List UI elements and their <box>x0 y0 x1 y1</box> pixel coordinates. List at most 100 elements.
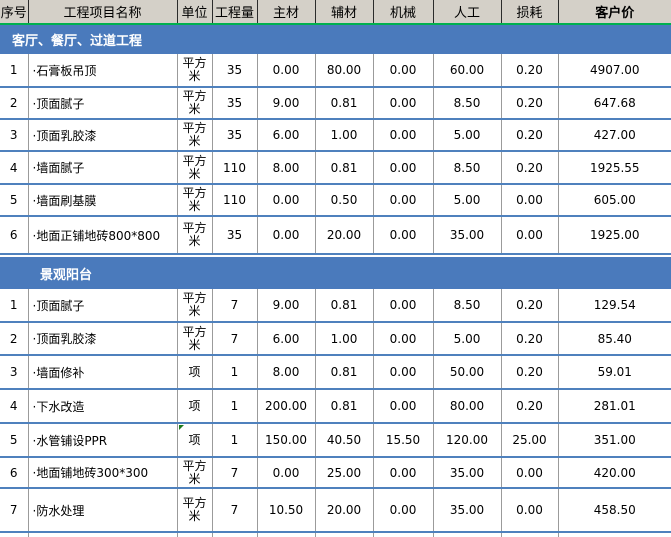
cell-name[interactable]: ·地面铺地砖300*300 <box>27 457 177 489</box>
cell-aux[interactable] <box>314 532 373 537</box>
cell-price[interactable]: 605.00 <box>557 184 671 217</box>
cell-labor[interactable]: 8.50 <box>432 289 501 323</box>
cell-main[interactable]: 0.00 <box>256 457 315 489</box>
column-header-mach[interactable]: 机械 <box>372 0 433 25</box>
cell-qty[interactable]: 7 <box>211 289 257 323</box>
cell-loss[interactable]: 0.20 <box>500 119 558 152</box>
cell-aux[interactable]: 20.00 <box>314 216 373 255</box>
cell-no[interactable]: 3 <box>0 355 28 390</box>
cell-mach[interactable]: 0.00 <box>372 322 433 356</box>
cell-price[interactable]: 427.00 <box>557 119 671 152</box>
cell-aux[interactable]: 0.50 <box>314 184 373 217</box>
cell-price[interactable]: 1925.55 <box>557 151 671 185</box>
cell-loss[interactable]: 0.00 <box>500 216 558 255</box>
cell-price[interactable]: 351.00 <box>557 423 671 458</box>
cell-qty[interactable]: 35 <box>211 216 257 255</box>
cell-no[interactable]: 6 <box>0 216 28 255</box>
cell-price[interactable]: 4907.00 <box>557 54 671 88</box>
cell-labor[interactable] <box>432 532 501 537</box>
cell-labor[interactable]: 35.00 <box>432 488 501 533</box>
cell-price[interactable]: 59.01 <box>557 355 671 390</box>
cell-name[interactable] <box>27 532 177 537</box>
cell-labor[interactable]: 60.00 <box>432 54 501 88</box>
cell-unit[interactable]: 平方米 <box>176 289 212 323</box>
column-header-no[interactable]: 序号 <box>0 0 28 25</box>
cell-mach[interactable]: 0.00 <box>372 119 433 152</box>
cell-price[interactable]: 85.40 <box>557 322 671 356</box>
cell-loss[interactable]: 0.20 <box>500 87 558 120</box>
cell-mach[interactable]: 0.00 <box>372 184 433 217</box>
cell-main[interactable]: 150.00 <box>256 423 315 458</box>
cell-main[interactable]: 9.00 <box>256 87 315 120</box>
cell-price[interactable]: 281.01 <box>557 389 671 424</box>
column-header-main[interactable]: 主材 <box>256 0 315 25</box>
cell-qty[interactable]: 35 <box>211 87 257 120</box>
cell-qty[interactable]: 35 <box>211 119 257 152</box>
cell-unit[interactable] <box>176 532 212 537</box>
cell-mach[interactable]: 0.00 <box>372 54 433 88</box>
cell-loss[interactable]: 0.00 <box>500 457 558 489</box>
cell-main[interactable]: 200.00 <box>256 389 315 424</box>
cell-no[interactable]: 1 <box>0 54 28 88</box>
cell-main[interactable]: 10.50 <box>256 488 315 533</box>
cell-aux[interactable]: 1.00 <box>314 322 373 356</box>
cell-labor[interactable]: 8.50 <box>432 151 501 185</box>
cell-loss[interactable] <box>500 532 558 537</box>
cell-qty[interactable]: 1 <box>211 423 257 458</box>
cell-main[interactable]: 8.00 <box>256 355 315 390</box>
cell-unit[interactable]: 平方米 <box>176 151 212 185</box>
cell-mach[interactable]: 0.00 <box>372 216 433 255</box>
column-header-name[interactable]: 工程项目名称 <box>27 0 177 25</box>
cell-price[interactable]: 647.68 <box>557 87 671 120</box>
cell-qty[interactable]: 7 <box>211 457 257 489</box>
cell-name[interactable]: ·水管铺设PPR <box>27 423 177 458</box>
cell-no[interactable]: 2 <box>0 322 28 356</box>
cell-labor[interactable]: 5.00 <box>432 119 501 152</box>
cell-mach[interactable]: 0.00 <box>372 457 433 489</box>
cell-no[interactable]: 4 <box>0 389 28 424</box>
cell-aux[interactable]: 80.00 <box>314 54 373 88</box>
cell-no[interactable]: 1 <box>0 289 28 323</box>
cell-loss[interactable]: 0.00 <box>500 184 558 217</box>
cell-unit[interactable]: 平方米 <box>176 54 212 88</box>
cell-loss[interactable]: 0.20 <box>500 151 558 185</box>
cell-labor[interactable]: 50.00 <box>432 355 501 390</box>
cell-unit[interactable]: 项 <box>176 355 212 390</box>
cell-mach[interactable]: 0.00 <box>372 389 433 424</box>
cell-name[interactable]: ·地面正铺地砖800*800 <box>27 216 177 255</box>
cell-main[interactable]: 8.00 <box>256 151 315 185</box>
column-header-price[interactable]: 客户价 <box>557 0 671 25</box>
cell-no[interactable]: 7 <box>0 488 28 533</box>
cell-labor[interactable]: 5.00 <box>432 184 501 217</box>
cell-unit[interactable]: 项 <box>176 389 212 424</box>
cell-name[interactable]: ·顶面乳胶漆 <box>27 119 177 152</box>
cell-loss[interactable]: 25.00 <box>500 423 558 458</box>
cell-unit[interactable]: 平方米 <box>176 87 212 120</box>
section-title[interactable]: 客厅、餐厅、过道工程 <box>0 24 671 54</box>
cell-no[interactable]: 6 <box>0 457 28 489</box>
cell-unit[interactable]: 平方米 <box>176 488 212 533</box>
cell-qty[interactable]: 35 <box>211 54 257 88</box>
cell-aux[interactable]: 0.81 <box>314 151 373 185</box>
cell-no[interactable]: 2 <box>0 87 28 120</box>
cell-unit[interactable]: 平方米 <box>176 184 212 217</box>
cell-main[interactable] <box>256 532 315 537</box>
cell-qty[interactable]: 7 <box>211 488 257 533</box>
cell-qty[interactable]: 110 <box>211 151 257 185</box>
cell-main[interactable]: 0.00 <box>256 54 315 88</box>
cell-main[interactable]: 6.00 <box>256 119 315 152</box>
cell-aux[interactable]: 20.00 <box>314 488 373 533</box>
cell-mach[interactable]: 0.00 <box>372 488 433 533</box>
cell-main[interactable]: 0.00 <box>256 216 315 255</box>
cell-aux[interactable]: 0.81 <box>314 87 373 120</box>
cell-loss[interactable]: 0.20 <box>500 289 558 323</box>
cell-labor[interactable]: 5.00 <box>432 322 501 356</box>
column-header-loss[interactable]: 损耗 <box>500 0 558 25</box>
cell-labor[interactable]: 80.00 <box>432 389 501 424</box>
column-header-labor[interactable]: 人工 <box>432 0 501 25</box>
cell-price[interactable]: 420.00 <box>557 457 671 489</box>
cell-name[interactable]: ·墙面修补 <box>27 355 177 390</box>
cell-price[interactable]: 1925.00 <box>557 216 671 255</box>
cell-name[interactable]: ·墙面刷基膜 <box>27 184 177 217</box>
cell-no[interactable]: 3 <box>0 119 28 152</box>
